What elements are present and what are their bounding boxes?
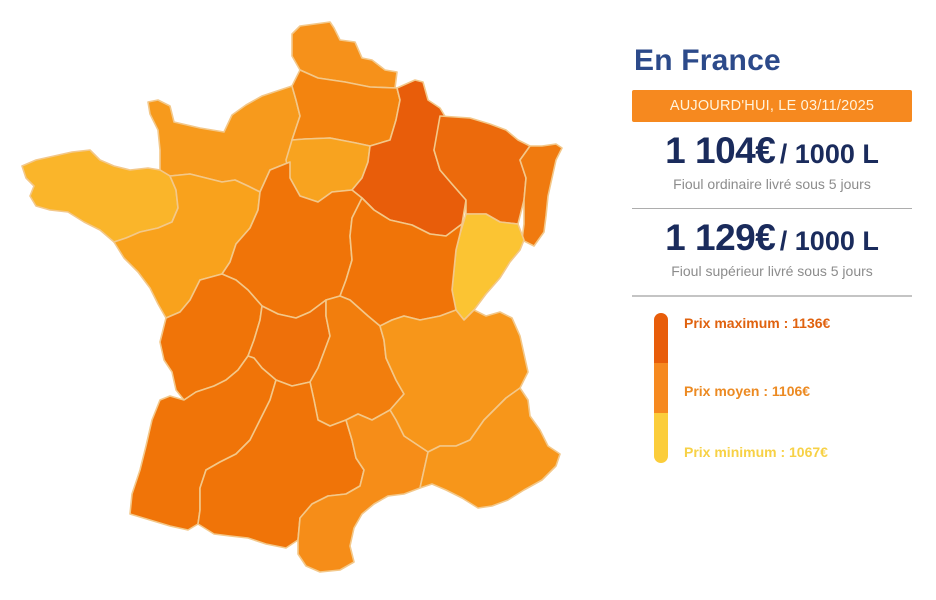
legend-label-max: Prix maximum : 1136€	[684, 315, 831, 331]
legend-label-min: Prix minimum : 1067€	[684, 444, 828, 460]
legend-color-bar	[654, 313, 668, 463]
price-panel: En France AUJOURD'HUI, LE 03/11/2025 1 1…	[632, 44, 912, 465]
price-unit: / 1000 L	[779, 226, 879, 256]
price-block-ordinaire: 1 104€ / 1000 L Fioul ordinaire livré so…	[632, 122, 912, 192]
panel-title: En France	[634, 44, 781, 77]
region-lorraine[interactable]	[433, 115, 531, 225]
region-franche-comte[interactable]	[451, 213, 525, 321]
divider	[632, 295, 912, 297]
price-description: Fioul supérieur livré sous 5 jours	[671, 263, 873, 279]
region-alsace[interactable]	[519, 143, 563, 247]
date-badge: AUJOURD'HUI, LE 03/11/2025	[632, 90, 912, 122]
price-description: Fioul ordinaire livré sous 5 jours	[673, 176, 871, 192]
price-amount: 1 104€	[665, 130, 776, 171]
legend-segment-min	[654, 413, 668, 463]
price-block-superieur: 1 129€ / 1000 L Fioul supérieur livré so…	[632, 209, 912, 279]
divider	[632, 208, 912, 209]
price-unit: / 1000 L	[779, 139, 879, 169]
legend-label-avg: Prix moyen : 1106€	[684, 383, 811, 399]
legend-segment-avg	[654, 363, 668, 413]
region-paca[interactable]	[419, 387, 561, 509]
price-legend: Prix maximum : 1136€ Prix moyen : 1106€ …	[632, 313, 912, 465]
price-ordinaire: 1 104€ / 1000 L	[632, 130, 912, 172]
region-languedoc-roussillon[interactable]	[297, 409, 429, 573]
price-superieur: 1 129€ / 1000 L	[632, 217, 912, 259]
price-amount: 1 129€	[665, 217, 776, 258]
france-price-map	[21, 21, 563, 573]
legend-segment-max	[654, 313, 668, 363]
